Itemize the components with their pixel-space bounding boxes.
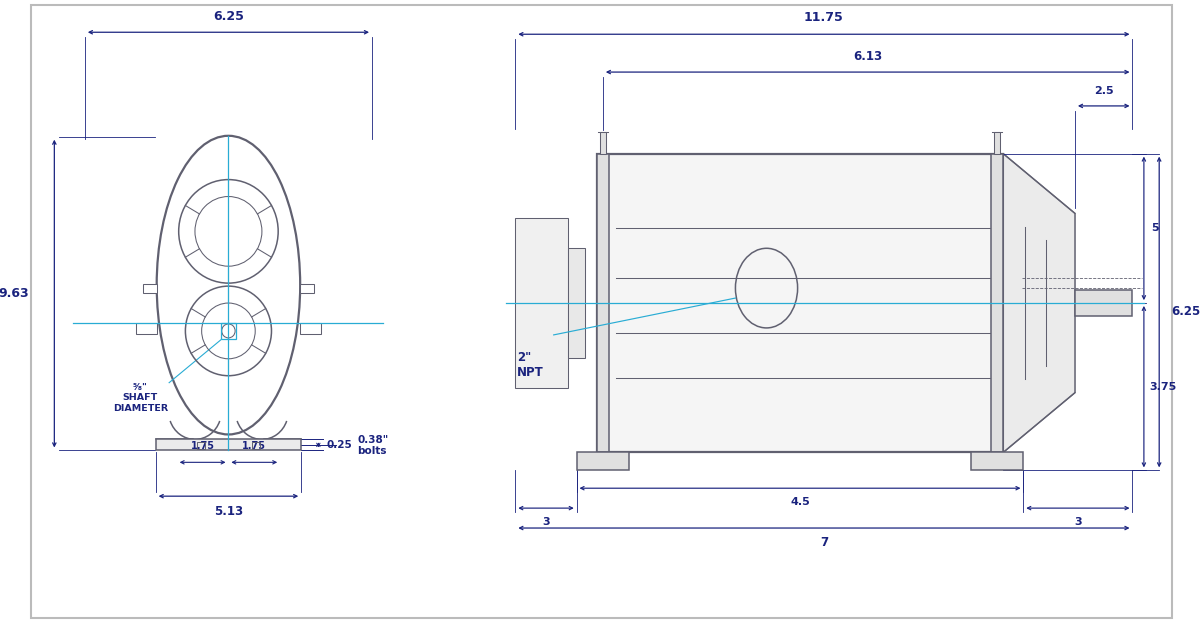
Text: 2"
NPT: 2" NPT	[517, 351, 544, 379]
Bar	[156, 439, 301, 450]
Text: 3.75: 3.75	[1150, 382, 1177, 392]
Text: 0.38"
bolts: 0.38" bolts	[358, 435, 389, 456]
Text: 3: 3	[542, 517, 550, 527]
Text: 9.63: 9.63	[0, 287, 30, 300]
Bar	[1075, 290, 1133, 316]
Text: 3: 3	[1074, 517, 1081, 527]
Bar	[600, 132, 606, 154]
Bar	[197, 442, 204, 449]
Text: 6.25: 6.25	[212, 10, 244, 23]
Text: 1.75: 1.75	[191, 442, 215, 452]
Bar	[136, 323, 157, 335]
Bar	[252, 442, 260, 449]
Bar	[143, 283, 157, 293]
Polygon shape	[1003, 154, 1075, 452]
Bar	[221, 323, 236, 339]
Text: 5: 5	[1152, 224, 1159, 234]
Bar	[991, 154, 1003, 452]
Text: 7: 7	[820, 536, 828, 549]
Text: ⁵⁄₈"
SHAFT
DIAMETER: ⁵⁄₈" SHAFT DIAMETER	[113, 383, 168, 412]
Bar	[994, 132, 1001, 154]
Bar	[577, 452, 629, 470]
Text: 1.75: 1.75	[242, 442, 266, 452]
Text: 6.13: 6.13	[853, 50, 882, 63]
Bar	[300, 323, 322, 335]
Bar	[971, 452, 1024, 470]
Bar	[516, 219, 568, 388]
Bar	[596, 154, 1003, 452]
Text: 5.13: 5.13	[214, 505, 242, 518]
Bar	[300, 283, 313, 293]
Text: 6.25: 6.25	[1171, 305, 1200, 318]
Text: 0.25: 0.25	[326, 440, 353, 450]
Text: 4.5: 4.5	[790, 497, 810, 507]
Bar	[596, 154, 610, 452]
Text: 2.5: 2.5	[1094, 86, 1114, 96]
Bar	[568, 249, 586, 358]
Text: 11.75: 11.75	[804, 11, 844, 24]
